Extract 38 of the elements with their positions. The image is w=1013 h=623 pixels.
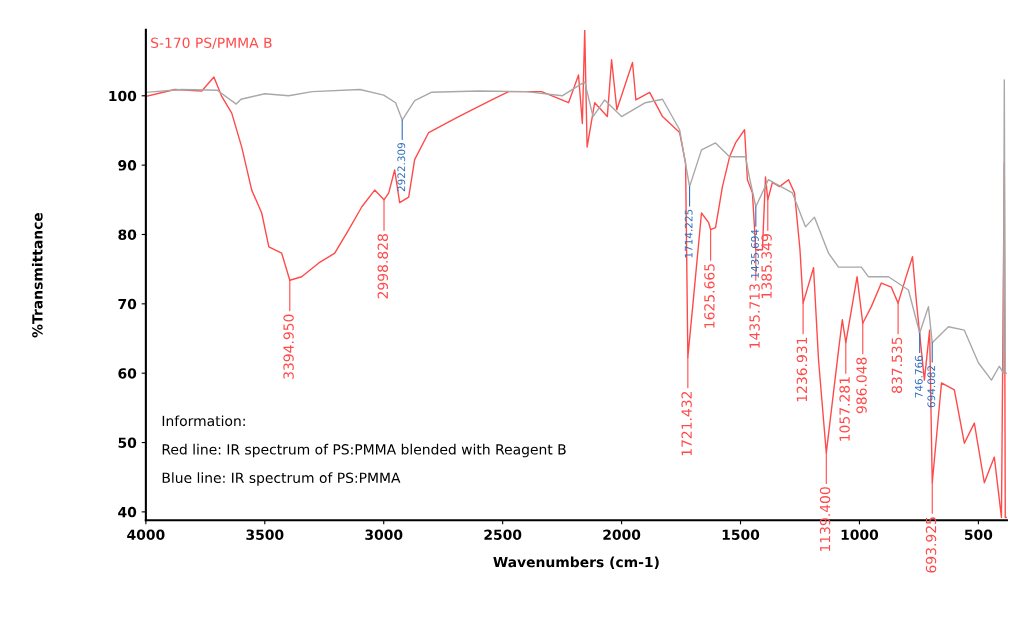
y-axis-title: %Transmittance: [31, 212, 43, 338]
y-tick-label: 80: [118, 229, 137, 240]
annotation: 1714.225: [684, 209, 693, 258]
annotation: Red line: IR spectrum of PS:PMMA blended with Reagent B: [162, 443, 566, 458]
annotation: 693.925: [925, 517, 937, 573]
annotation: 1385.349: [761, 234, 772, 298]
y-tick-label: 50: [118, 437, 137, 449]
annotation: 2922.309: [397, 143, 406, 192]
annotation: 1721.432: [681, 391, 692, 456]
annotation: Blue line: IR spectrum of PS:PMMA: [162, 472, 401, 486]
x-tick-label: 3500: [246, 529, 284, 540]
annotation: 1236.931: [796, 337, 808, 402]
x-tick-label: 3000: [365, 529, 403, 540]
y-tick-label: 90: [118, 160, 137, 171]
y-tick-label: 60: [118, 368, 137, 379]
chart-title: S-170 PS/PMMA B: [151, 37, 272, 50]
x-tick-label: 1000: [841, 529, 879, 540]
annotation: Information:: [162, 415, 245, 427]
y-tick-label: 40: [118, 506, 137, 518]
x-tick-label: 4000: [127, 529, 165, 540]
y-tick-label: 100: [109, 90, 137, 102]
annotation: 1625.665: [704, 264, 715, 328]
annotation: 3394.950: [283, 314, 294, 379]
annotation: 986.048: [856, 357, 867, 414]
y-tick-label: 70: [118, 298, 137, 310]
x-tick-label: 1500: [722, 529, 760, 540]
annotation: 837.535: [891, 337, 903, 393]
annotation: 1139.400: [819, 487, 831, 552]
annotation: 2998.828: [377, 234, 389, 299]
annotation: 1435.694: [750, 229, 759, 278]
x-tick-label: 2000: [603, 529, 641, 540]
annotation: 1435.713: [749, 284, 760, 348]
x-tick-label: 2500: [484, 529, 522, 540]
annotation: 1057.281: [839, 377, 850, 441]
x-tick-label: 500: [964, 529, 993, 540]
annotation: 694.082: [927, 365, 936, 408]
x-axis-title: Wavenumbers (cm-1): [493, 556, 659, 569]
annotation: 746.766: [914, 355, 923, 398]
